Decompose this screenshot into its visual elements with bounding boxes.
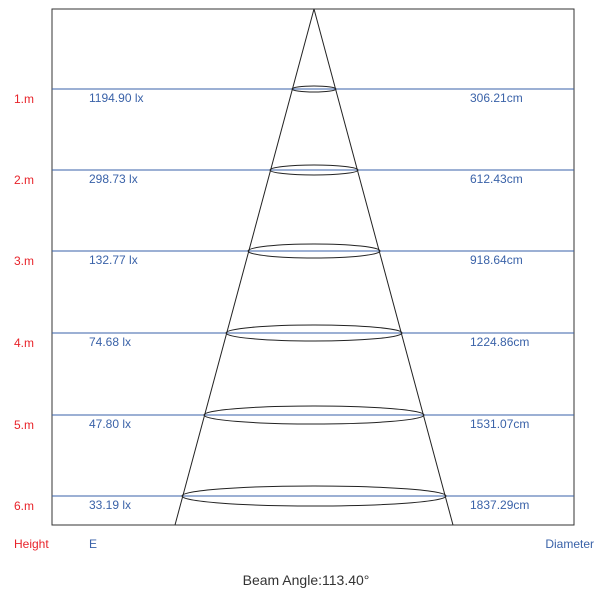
beam-angle-label: Beam Angle:113.40°: [243, 572, 370, 588]
beam-ellipse-3: [247, 243, 381, 259]
diameter-value: 1837.29cm: [470, 498, 529, 512]
illuminance-value: 1194.90 lx: [89, 91, 144, 105]
beam-ellipse-6: [181, 485, 447, 507]
illuminance-value: 47.80 lx: [89, 417, 131, 431]
illuminance-value: 33.19 lx: [89, 498, 131, 512]
cone-edge-right: [313, 8, 454, 526]
cone-edge-left: [174, 8, 315, 526]
beam-ellipse-4: [225, 324, 403, 342]
illuminance-labels: 1194.90 lx 298.73 lx 132.77 lx 74.68 lx …: [89, 91, 144, 512]
distance-labels: 1.m 2.m 3.m 4.m 5.m 6.m: [14, 92, 34, 513]
distance-label: 2.m: [14, 173, 34, 187]
distance-label: 1.m: [14, 92, 34, 106]
distance-label: 5.m: [14, 418, 34, 432]
distance-label: 6.m: [14, 499, 34, 513]
distance-label: 3.m: [14, 254, 34, 268]
row-lines: [52, 88, 574, 497]
beam-cone: [174, 8, 454, 526]
illuminance-value: 298.73 lx: [89, 172, 138, 186]
height-column-label: Height: [14, 537, 49, 551]
diameter-labels: 306.21cm 612.43cm 918.64cm 1224.86cm 153…: [470, 91, 529, 512]
illuminance-value: 132.77 lx: [89, 253, 138, 267]
diameter-value: 306.21cm: [470, 91, 523, 105]
beam-ellipse-1: [291, 85, 337, 93]
diameter-value: 918.64cm: [470, 253, 523, 267]
diameter-value: 612.43cm: [470, 172, 523, 186]
diameter-value: 1224.86cm: [470, 335, 529, 349]
illuminance-column-label: E: [89, 537, 97, 551]
diameter-value: 1531.07cm: [470, 417, 529, 431]
beam-ellipse-2: [269, 164, 359, 176]
diameter-column-label: Diameter: [545, 537, 594, 551]
diagram-frame: [51, 8, 575, 526]
distance-label: 4.m: [14, 336, 34, 350]
beam-ellipse-5: [203, 405, 425, 425]
illuminance-value: 74.68 lx: [89, 335, 131, 349]
